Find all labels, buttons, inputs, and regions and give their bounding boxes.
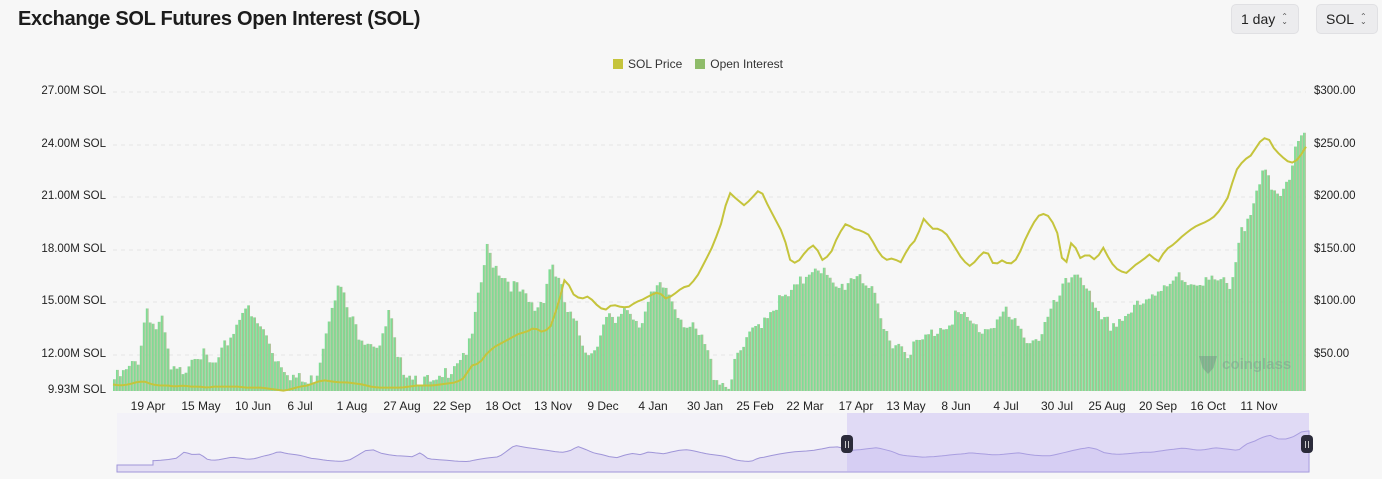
legend-item-sol-price[interactable]: SOL Price — [613, 57, 682, 71]
y-axis-left-tick: 21.00M SOL — [41, 190, 106, 202]
y-axis-right-tick: $150.00 — [1314, 243, 1356, 255]
x-axis-tick: 20 Sep — [1138, 399, 1178, 413]
y-axis-left-tick: 24.00M SOL — [41, 138, 106, 150]
chevron-up-down-icon: ⌃ ⌄ — [1281, 12, 1288, 26]
y-axis-left-tick: 9.93M SOL — [47, 384, 106, 396]
coin-select[interactable]: SOL ⌃ ⌄ — [1316, 4, 1378, 34]
x-axis-tick: 4 Jan — [638, 399, 668, 413]
chart-legend: SOL Price Open Interest — [613, 57, 796, 71]
watermark-text: coinglass — [1222, 355, 1292, 373]
legend-item-open-interest[interactable]: Open Interest — [695, 57, 783, 71]
x-axis-tick: 27 Aug — [383, 399, 421, 413]
navigator-selection — [847, 413, 1309, 472]
y-axis-left-tick: 15.00M SOL — [41, 295, 106, 307]
legend-swatch-sol-price — [613, 59, 623, 69]
x-axis-tick: 22 Sep — [432, 399, 472, 413]
interval-select[interactable]: 1 day ⌃ ⌄ — [1231, 4, 1299, 34]
x-axis-tick: 11 Nov — [1240, 399, 1278, 413]
x-axis-tick: 25 Aug — [1088, 399, 1126, 413]
navigator-area — [116, 430, 1310, 473]
open-interest-bars — [113, 132, 1306, 391]
coin-select-value: SOL — [1326, 11, 1355, 27]
x-axis-tick: 17 Apr — [838, 399, 874, 413]
x-axis-tick: 13 May — [886, 399, 926, 413]
x-axis-tick: 10 Jun — [234, 399, 272, 413]
page-title: Exchange SOL Futures Open Interest (SOL) — [18, 8, 421, 30]
x-axis-tick: 30 Jan — [686, 399, 724, 413]
x-axis-tick: 1 Aug — [336, 399, 368, 413]
y-axis-left-tick: 18.00M SOL — [41, 243, 106, 255]
interval-select-value: 1 day — [1241, 11, 1276, 27]
x-axis-tick: 6 Jul — [287, 399, 313, 413]
y-axis-right-tick: $250.00 — [1314, 138, 1356, 150]
legend-label: SOL Price — [628, 57, 683, 71]
navigator-right-handle[interactable] — [1301, 435, 1313, 453]
y-axis-right-tick: $200.00 — [1314, 190, 1356, 202]
coinglass-logo-icon — [1199, 356, 1217, 374]
y-axis-left-tick: 12.00M SOL — [41, 348, 106, 360]
x-axis-tick: 25 Feb — [736, 399, 774, 413]
x-axis-tick: 30 Jul — [1040, 399, 1074, 413]
navigator-left-handle[interactable] — [841, 435, 853, 453]
x-axis-tick: 18 Oct — [485, 399, 521, 413]
x-axis-tick: 22 Mar — [786, 399, 824, 413]
y-axis-right-tick: $300.00 — [1314, 85, 1356, 97]
x-axis-tick: 9 Dec — [587, 399, 619, 413]
x-axis-tick: 16 Oct — [1190, 399, 1226, 413]
y-axis-left-tick: 27.00M SOL — [41, 85, 106, 97]
x-axis-tick: 4 Jul — [993, 399, 1019, 413]
x-axis-tick: 19 Apr — [130, 399, 166, 413]
y-axis-right-tick: $100.00 — [1314, 295, 1356, 307]
legend-swatch-open-interest — [695, 59, 706, 69]
y-axis-right-tick: $50.00 — [1314, 348, 1350, 360]
x-axis-tick: 13 Nov — [533, 399, 573, 413]
x-axis-tick: 8 Jun — [941, 399, 971, 413]
watermark: coinglass — [1199, 354, 1291, 374]
x-axis-tick: 15 May — [181, 399, 221, 413]
sol-price-line — [112, 137, 1307, 392]
legend-label: Open Interest — [710, 57, 783, 71]
chevron-up-down-icon: ⌃ ⌄ — [1360, 12, 1367, 26]
